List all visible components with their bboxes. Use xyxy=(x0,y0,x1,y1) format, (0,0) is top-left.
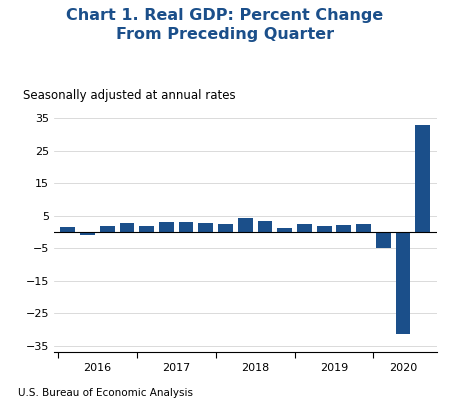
Bar xyxy=(60,227,75,232)
Bar xyxy=(238,218,252,232)
Bar xyxy=(159,222,174,232)
Text: Seasonally adjusted at annual rates: Seasonally adjusted at annual rates xyxy=(23,89,236,102)
Bar xyxy=(179,222,194,232)
Text: 2016: 2016 xyxy=(83,363,112,373)
Bar xyxy=(396,232,410,334)
Bar xyxy=(257,221,272,232)
Bar xyxy=(356,224,371,232)
Text: 2019: 2019 xyxy=(320,363,348,373)
Text: U.S. Bureau of Economic Analysis: U.S. Bureau of Economic Analysis xyxy=(18,388,193,398)
Bar xyxy=(415,125,430,232)
Bar xyxy=(120,223,135,232)
Bar xyxy=(100,226,115,232)
Bar xyxy=(80,232,95,235)
Text: 2017: 2017 xyxy=(162,363,190,373)
Text: 2020: 2020 xyxy=(389,363,417,373)
Text: Chart 1. Real GDP: Percent Change
From Preceding Quarter: Chart 1. Real GDP: Percent Change From P… xyxy=(67,8,383,42)
Bar xyxy=(376,232,391,248)
Bar xyxy=(317,226,332,232)
Bar xyxy=(139,226,154,232)
Bar xyxy=(337,225,351,232)
Bar xyxy=(277,228,292,232)
Bar xyxy=(297,224,312,232)
Text: 2018: 2018 xyxy=(241,363,269,373)
Bar xyxy=(198,223,213,232)
Bar xyxy=(218,224,233,232)
